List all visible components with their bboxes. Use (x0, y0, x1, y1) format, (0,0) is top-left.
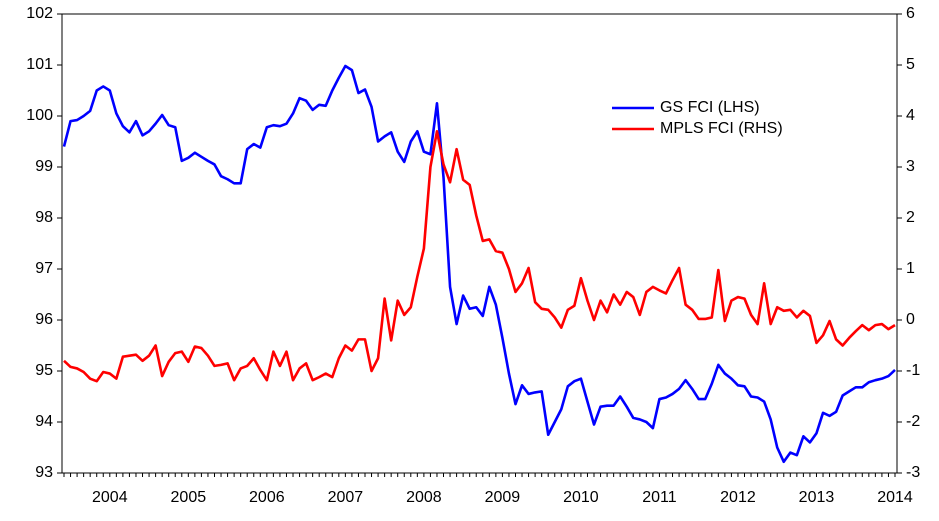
x-tick-label: 2012 (720, 489, 756, 506)
y2-tick-label: 6 (906, 5, 915, 22)
x-tick-label: 2007 (328, 489, 364, 506)
legend-label: MPLS FCI (RHS) (660, 120, 783, 137)
y2-tick-label: -1 (906, 362, 920, 379)
y2-tick-label: 3 (906, 158, 915, 175)
y-tick-label: 97 (35, 260, 53, 277)
y2-tick-label: 4 (906, 107, 915, 124)
y-tick-label: 95 (35, 362, 53, 379)
y-tick-label: 98 (35, 209, 53, 226)
series-line (62, 64, 896, 464)
x-tick-label: 2009 (485, 489, 521, 506)
x-tick-label: 2013 (799, 489, 835, 506)
y-tick-label: 101 (26, 56, 53, 73)
y2-tick-label: -2 (906, 413, 920, 430)
x-tick-label: 2005 (171, 489, 207, 506)
y-tick-label: 96 (35, 311, 53, 328)
x-tick-label: 2008 (406, 489, 442, 506)
y2-tick-label: 0 (906, 311, 915, 328)
y2-tick-label: 2 (906, 209, 915, 226)
y-tick-label: 94 (35, 413, 53, 430)
y2-tick-label: 5 (906, 56, 915, 73)
y-tick-label: 100 (26, 107, 53, 124)
x-tick-label: 2006 (249, 489, 285, 506)
y-tick-label: 99 (35, 158, 53, 175)
y2-tick-label: -3 (906, 464, 920, 481)
y2-tick-label: 1 (906, 260, 915, 277)
y-tick-label: 102 (26, 5, 53, 22)
x-tick-label: 2010 (563, 489, 599, 506)
plot-frame (61, 13, 898, 474)
legend-label: GS FCI (LHS) (660, 99, 760, 116)
y-tick-label: 93 (35, 464, 53, 481)
x-tick-label: 2014 (877, 489, 913, 506)
x-tick-label: 2004 (92, 489, 128, 506)
series-line (63, 130, 896, 383)
x-tick-label: 2011 (642, 489, 677, 506)
